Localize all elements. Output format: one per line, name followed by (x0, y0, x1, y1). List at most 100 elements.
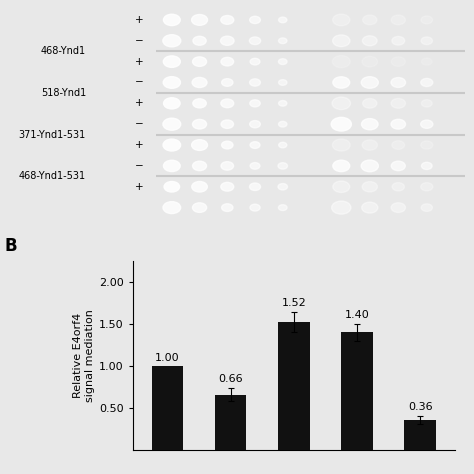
Text: −: − (135, 36, 144, 46)
Bar (215, 395, 246, 450)
Text: 1.00: 1.00 (155, 353, 180, 363)
Circle shape (279, 121, 287, 127)
Circle shape (163, 139, 181, 151)
Circle shape (221, 120, 234, 128)
Circle shape (279, 142, 287, 148)
Circle shape (250, 120, 260, 128)
Circle shape (163, 35, 181, 47)
Circle shape (163, 201, 181, 214)
Circle shape (192, 182, 207, 192)
Circle shape (279, 100, 287, 106)
Circle shape (362, 182, 377, 192)
Circle shape (333, 160, 350, 172)
Circle shape (332, 97, 350, 109)
Text: +: + (135, 15, 144, 25)
Circle shape (192, 57, 207, 66)
Circle shape (164, 56, 180, 67)
Circle shape (221, 57, 234, 66)
Circle shape (250, 16, 260, 24)
Circle shape (421, 78, 433, 87)
Circle shape (421, 37, 432, 45)
Text: +: + (135, 98, 144, 109)
Circle shape (193, 99, 206, 108)
Text: +: + (135, 140, 144, 150)
Circle shape (221, 141, 233, 149)
Circle shape (250, 142, 260, 148)
Circle shape (250, 204, 260, 211)
Circle shape (363, 36, 377, 46)
Circle shape (391, 203, 405, 212)
Text: +: + (135, 182, 144, 192)
Circle shape (221, 162, 234, 170)
Circle shape (420, 120, 433, 128)
Text: 371-Ynd1-531: 371-Ynd1-531 (19, 129, 86, 140)
Circle shape (391, 161, 405, 171)
Bar (152, 366, 183, 450)
Circle shape (250, 163, 260, 169)
Circle shape (362, 140, 377, 150)
Circle shape (332, 139, 350, 151)
Circle shape (361, 77, 378, 88)
Circle shape (192, 203, 207, 212)
Circle shape (250, 100, 260, 107)
Circle shape (250, 58, 260, 65)
Circle shape (279, 17, 287, 23)
Circle shape (163, 77, 181, 88)
Circle shape (333, 181, 350, 192)
Circle shape (361, 160, 378, 172)
Circle shape (392, 36, 405, 45)
Circle shape (333, 77, 350, 88)
Circle shape (332, 201, 351, 214)
Circle shape (332, 55, 350, 68)
Circle shape (421, 16, 433, 24)
Circle shape (333, 14, 350, 26)
Circle shape (333, 35, 350, 46)
Circle shape (250, 79, 260, 86)
Circle shape (249, 183, 261, 191)
Circle shape (221, 16, 234, 24)
Circle shape (279, 38, 287, 44)
Circle shape (164, 14, 180, 26)
Text: 1.40: 1.40 (345, 310, 369, 319)
Circle shape (191, 140, 208, 150)
Circle shape (392, 141, 405, 149)
Circle shape (392, 182, 404, 191)
Text: 0.66: 0.66 (219, 374, 243, 384)
Circle shape (279, 80, 287, 85)
Circle shape (164, 160, 180, 172)
Text: −: − (135, 77, 144, 88)
Circle shape (362, 56, 378, 67)
Circle shape (391, 119, 406, 129)
Circle shape (164, 182, 180, 192)
Text: 518-Ynd1: 518-Ynd1 (41, 88, 86, 98)
Circle shape (391, 57, 405, 66)
Circle shape (391, 99, 405, 108)
Circle shape (192, 119, 207, 129)
Bar (278, 322, 310, 450)
Text: 468-Ynd1-531: 468-Ynd1-531 (19, 171, 86, 182)
Text: 468-Ynd1: 468-Ynd1 (41, 46, 86, 56)
Circle shape (222, 79, 233, 86)
Circle shape (278, 163, 288, 169)
Circle shape (363, 15, 377, 25)
Circle shape (221, 182, 234, 191)
Text: −: − (135, 119, 144, 129)
Text: 1.52: 1.52 (282, 298, 306, 308)
Circle shape (164, 98, 180, 109)
Circle shape (163, 118, 181, 130)
Circle shape (391, 78, 406, 87)
Text: −: − (135, 161, 144, 171)
Circle shape (421, 182, 433, 191)
Circle shape (331, 118, 351, 131)
Circle shape (221, 204, 233, 211)
Text: +: + (135, 56, 144, 67)
Circle shape (221, 99, 234, 108)
Circle shape (421, 141, 433, 149)
Circle shape (391, 15, 405, 25)
Bar (404, 420, 436, 450)
Text: B: B (5, 237, 18, 255)
Y-axis label: Relative E4orf4
signal mediation: Relative E4orf4 signal mediation (73, 309, 95, 402)
Circle shape (278, 205, 287, 210)
Bar (341, 332, 373, 450)
Circle shape (421, 162, 432, 170)
